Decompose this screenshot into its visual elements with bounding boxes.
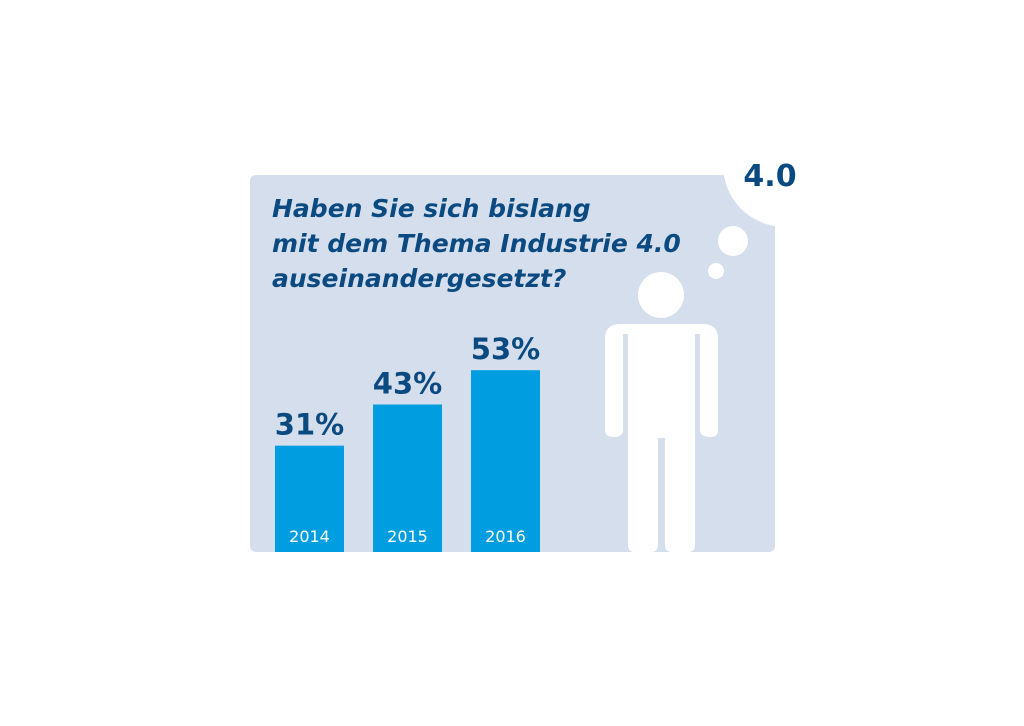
badge-4-0: 4.0 bbox=[743, 159, 796, 194]
category-label-2015: 2015 bbox=[387, 527, 428, 546]
chart-title-line-2: mit dem Thema Industrie 4.0 bbox=[272, 229, 681, 258]
value-label-2016: 53% bbox=[471, 332, 540, 366]
value-label-2015: 43% bbox=[373, 367, 442, 401]
person-icon bbox=[605, 272, 718, 552]
value-label-2014: 31% bbox=[275, 408, 344, 442]
category-label-2016: 2016 bbox=[485, 527, 526, 546]
thought-bubble-small bbox=[708, 263, 724, 279]
category-label-2014: 2014 bbox=[289, 527, 330, 546]
chart-title-line-1: Haben Sie sich bislang bbox=[272, 194, 591, 223]
bar-2016 bbox=[471, 370, 540, 552]
bars-group: 31% 2014 43% 2015 53% 2016 bbox=[275, 332, 540, 552]
bar-2014 bbox=[275, 445, 344, 552]
bar-2015 bbox=[373, 404, 442, 552]
thought-bubble-medium bbox=[718, 226, 748, 256]
thought-bubble-large bbox=[723, 103, 847, 227]
chart-title-line-3: auseinandergesetzt? bbox=[272, 264, 566, 293]
